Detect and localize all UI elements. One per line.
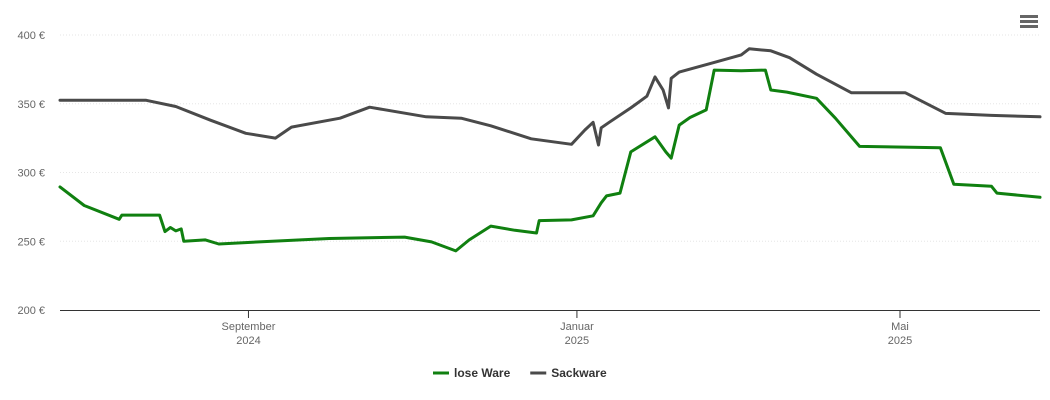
menu-button[interactable] xyxy=(1020,15,1038,28)
legend-label: Sackware xyxy=(551,366,607,380)
x-tick-label-line: 2025 xyxy=(888,335,912,347)
y-tick-label: 300 € xyxy=(17,168,45,180)
x-tick-label: September 2024 xyxy=(222,321,276,347)
y-tick-label: 200 € xyxy=(17,305,45,317)
x-tick-label-line: September xyxy=(222,321,276,333)
x-tick-label: Januar 2025 xyxy=(560,321,594,347)
x-tick-label-line: 2025 xyxy=(565,335,589,347)
series-line xyxy=(58,68,1042,253)
menu-bar xyxy=(1020,20,1038,23)
x-tick-label-line: 2024 xyxy=(236,335,260,347)
x-tick-label: Mai 2025 xyxy=(888,321,912,347)
y-tick-label: 350 € xyxy=(17,99,45,111)
menu-bar xyxy=(1020,25,1038,28)
y-tick-label: 400 € xyxy=(17,30,45,42)
legend: lose Ware Sackware xyxy=(433,366,607,380)
series-line xyxy=(58,47,1042,147)
x-tick-label-line: Januar xyxy=(560,321,594,333)
y-tick-label: 250 € xyxy=(17,236,45,248)
x-tick-label-line: Mai xyxy=(891,321,909,333)
menu-bar xyxy=(1020,15,1038,18)
legend-label: lose Ware xyxy=(454,366,511,380)
